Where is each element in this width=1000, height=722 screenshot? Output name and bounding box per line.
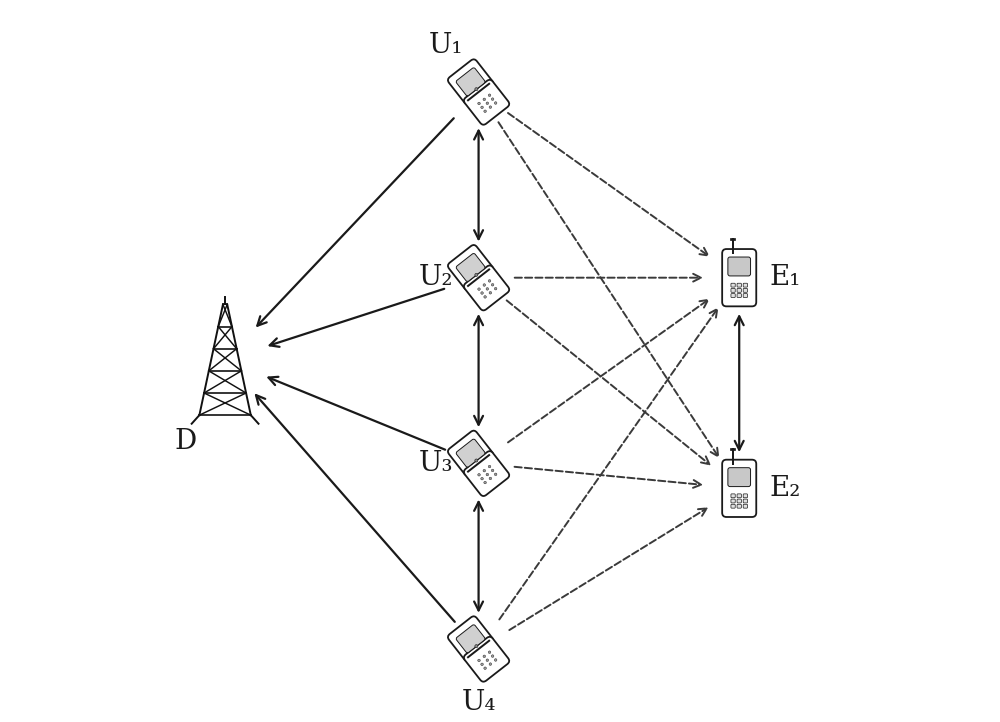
Circle shape: [481, 663, 483, 666]
FancyArrowPatch shape: [474, 316, 483, 425]
FancyBboxPatch shape: [456, 439, 485, 467]
Circle shape: [486, 287, 489, 290]
FancyBboxPatch shape: [722, 460, 756, 517]
Circle shape: [478, 288, 480, 290]
FancyBboxPatch shape: [731, 288, 735, 292]
Circle shape: [488, 279, 491, 282]
Text: U₃: U₃: [418, 450, 453, 477]
Circle shape: [491, 655, 494, 657]
Circle shape: [494, 287, 497, 290]
Circle shape: [486, 659, 489, 661]
FancyBboxPatch shape: [448, 430, 493, 476]
Circle shape: [488, 465, 491, 468]
Circle shape: [484, 110, 486, 113]
Circle shape: [486, 473, 489, 476]
FancyBboxPatch shape: [737, 504, 741, 508]
FancyBboxPatch shape: [456, 625, 485, 653]
FancyBboxPatch shape: [464, 266, 509, 310]
FancyBboxPatch shape: [743, 499, 747, 503]
Circle shape: [494, 102, 497, 104]
FancyBboxPatch shape: [737, 499, 741, 503]
Circle shape: [489, 106, 492, 108]
Text: E₂: E₂: [770, 475, 801, 502]
Circle shape: [484, 482, 486, 484]
FancyBboxPatch shape: [737, 494, 741, 497]
FancyBboxPatch shape: [448, 59, 493, 104]
FancyBboxPatch shape: [728, 257, 751, 276]
Circle shape: [478, 659, 480, 662]
Circle shape: [488, 651, 491, 653]
FancyBboxPatch shape: [456, 253, 485, 282]
Circle shape: [478, 103, 480, 105]
FancyBboxPatch shape: [722, 249, 756, 306]
FancyArrowPatch shape: [257, 118, 454, 326]
Circle shape: [475, 459, 478, 462]
Text: D: D: [175, 428, 197, 456]
FancyBboxPatch shape: [448, 617, 493, 661]
FancyBboxPatch shape: [737, 294, 741, 297]
Circle shape: [475, 87, 478, 91]
FancyArrowPatch shape: [735, 316, 744, 450]
FancyBboxPatch shape: [464, 451, 509, 496]
FancyBboxPatch shape: [464, 637, 509, 682]
Circle shape: [481, 106, 483, 108]
FancyArrowPatch shape: [515, 467, 701, 488]
Circle shape: [491, 469, 494, 471]
Circle shape: [484, 667, 486, 669]
FancyBboxPatch shape: [731, 494, 735, 497]
Circle shape: [483, 98, 486, 100]
Circle shape: [489, 663, 492, 666]
FancyBboxPatch shape: [743, 504, 747, 508]
Circle shape: [484, 295, 486, 298]
Text: E₁: E₁: [770, 264, 801, 291]
FancyBboxPatch shape: [743, 283, 747, 287]
FancyArrowPatch shape: [508, 300, 708, 443]
FancyBboxPatch shape: [743, 494, 747, 497]
Circle shape: [475, 645, 478, 648]
FancyBboxPatch shape: [731, 499, 735, 503]
FancyBboxPatch shape: [743, 288, 747, 292]
FancyBboxPatch shape: [448, 245, 493, 290]
FancyBboxPatch shape: [737, 288, 741, 292]
FancyArrowPatch shape: [508, 113, 708, 256]
FancyArrowPatch shape: [270, 289, 444, 347]
Circle shape: [478, 474, 480, 476]
FancyArrowPatch shape: [474, 131, 483, 239]
FancyArrowPatch shape: [256, 395, 455, 622]
FancyArrowPatch shape: [507, 300, 709, 464]
Circle shape: [483, 469, 486, 472]
Circle shape: [489, 292, 492, 294]
FancyBboxPatch shape: [728, 468, 751, 487]
Text: U₂: U₂: [418, 264, 453, 291]
Circle shape: [494, 473, 497, 476]
Circle shape: [491, 284, 494, 286]
FancyArrowPatch shape: [499, 309, 717, 619]
Circle shape: [489, 477, 492, 479]
Circle shape: [488, 94, 491, 97]
FancyBboxPatch shape: [731, 504, 735, 508]
Circle shape: [483, 655, 486, 658]
FancyArrowPatch shape: [515, 274, 701, 282]
FancyBboxPatch shape: [737, 283, 741, 287]
Text: U₄: U₄: [461, 689, 496, 716]
Text: U₁: U₁: [429, 32, 464, 59]
Circle shape: [483, 284, 486, 287]
FancyBboxPatch shape: [743, 294, 747, 297]
FancyArrowPatch shape: [474, 502, 483, 610]
FancyArrowPatch shape: [498, 122, 718, 456]
Circle shape: [475, 274, 478, 277]
Circle shape: [481, 477, 483, 480]
Circle shape: [491, 98, 494, 100]
FancyBboxPatch shape: [731, 283, 735, 287]
FancyBboxPatch shape: [464, 79, 509, 125]
Circle shape: [494, 658, 497, 661]
FancyBboxPatch shape: [731, 294, 735, 297]
FancyBboxPatch shape: [456, 68, 485, 96]
Circle shape: [486, 102, 489, 105]
FancyArrowPatch shape: [269, 377, 445, 450]
FancyArrowPatch shape: [509, 508, 707, 630]
Circle shape: [481, 292, 483, 295]
